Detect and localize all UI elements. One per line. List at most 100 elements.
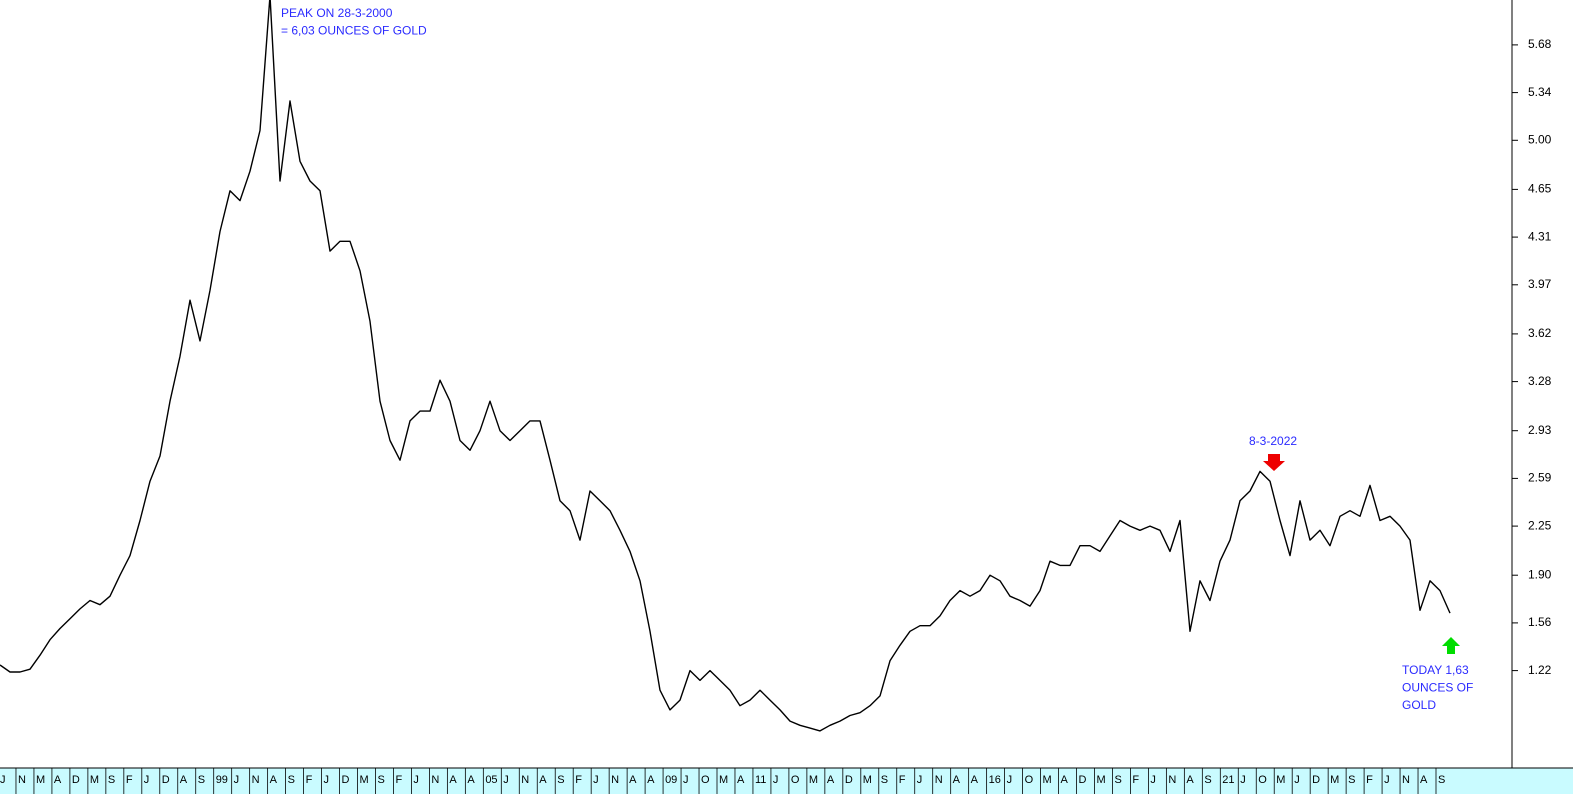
x-tick-label: A (1061, 774, 1069, 786)
annotation: GOLD (1402, 698, 1436, 712)
y-tick-label: 2.25 (1528, 518, 1552, 532)
x-tick-label: N (252, 774, 260, 786)
x-tick-label: J (1007, 774, 1013, 786)
y-tick-label: 5.34 (1528, 85, 1552, 99)
y-tick-label: 5.00 (1528, 132, 1552, 146)
x-tick-label: A (449, 774, 457, 786)
y-tick-label: 2.93 (1528, 423, 1552, 437)
x-tick-label: S (108, 774, 115, 786)
y-tick-label: 1.22 (1528, 663, 1552, 677)
x-tick-label: 16 (989, 774, 1001, 786)
x-tick-label: D (845, 774, 853, 786)
x-tick-label: M (1043, 774, 1052, 786)
x-tick-label: A (180, 774, 188, 786)
x-axis-strip (0, 768, 1573, 794)
x-tick-label: J (234, 774, 240, 786)
x-tick-label: N (1402, 774, 1410, 786)
y-tick-label: 2.59 (1528, 471, 1552, 485)
x-tick-label: F (306, 774, 313, 786)
annotation: OUNCES OF (1402, 681, 1473, 695)
x-tick-label: S (557, 774, 564, 786)
y-tick-label: 3.28 (1528, 374, 1552, 388)
x-tick-label: F (1132, 774, 1139, 786)
x-tick-label: S (1348, 774, 1355, 786)
x-tick-label: 11 (755, 774, 766, 786)
x-tick-label: A (827, 774, 835, 786)
x-tick-label: J (683, 774, 689, 786)
y-tick-label: 3.62 (1528, 326, 1552, 340)
x-tick-label: M (1096, 774, 1105, 786)
y-tick-label: 3.97 (1528, 277, 1552, 291)
x-tick-label: A (467, 774, 475, 786)
x-tick-label: N (431, 774, 439, 786)
x-tick-label: J (593, 774, 599, 786)
x-tick-label: M (1276, 774, 1285, 786)
x-tick-label: S (1114, 774, 1121, 786)
y-tick-label: 1.56 (1528, 615, 1552, 629)
x-tick-label: S (1204, 774, 1211, 786)
y-tick-label: 1.90 (1528, 567, 1552, 581)
x-tick-label: M (863, 774, 872, 786)
x-tick-label: M (36, 774, 45, 786)
x-tick-label: M (1330, 774, 1339, 786)
x-tick-label: A (629, 774, 637, 786)
x-tick-label: M (809, 774, 818, 786)
annotation: PEAK ON 28-3-2000 (281, 6, 393, 20)
x-tick-label: S (288, 774, 295, 786)
x-tick-label: J (917, 774, 923, 786)
x-tick-label: O (1025, 774, 1034, 786)
x-tick-label: J (503, 774, 509, 786)
x-tick-label: 09 (665, 774, 677, 786)
x-tick-label: F (575, 774, 582, 786)
x-tick-label: A (737, 774, 745, 786)
x-tick-label: S (198, 774, 205, 786)
y-tick-label: 4.65 (1528, 182, 1552, 196)
x-tick-label: J (773, 774, 779, 786)
x-tick-label: A (971, 774, 979, 786)
x-tick-label: A (647, 774, 655, 786)
price-line (0, 0, 1451, 732)
x-tick-label: D (1079, 774, 1087, 786)
annotation: TODAY 1,63 (1402, 663, 1469, 677)
x-tick-label: J (0, 774, 6, 786)
x-tick-label: F (1366, 774, 1373, 786)
x-tick-label: S (1438, 774, 1445, 786)
x-tick-label: S (377, 774, 384, 786)
x-tick-label: A (539, 774, 547, 786)
x-tick-label: A (1186, 774, 1194, 786)
x-tick-label: N (18, 774, 26, 786)
x-tick-label: D (1312, 774, 1320, 786)
x-tick-label: 05 (485, 774, 497, 786)
x-tick-label: J (1384, 774, 1390, 786)
x-tick-label: A (1420, 774, 1428, 786)
x-tick-label: 21 (1222, 774, 1234, 786)
down-arrow (1263, 454, 1285, 471)
x-tick-label: J (1294, 774, 1300, 786)
x-tick-label: 99 (216, 774, 228, 786)
x-tick-label: J (144, 774, 150, 786)
annotation: = 6,03 OUNCES OF GOLD (281, 24, 427, 38)
y-tick-label: 4.31 (1528, 229, 1552, 243)
x-tick-label: F (899, 774, 906, 786)
x-tick-label: F (395, 774, 402, 786)
x-tick-label: D (72, 774, 80, 786)
x-tick-label: N (1168, 774, 1176, 786)
x-tick-label: A (270, 774, 278, 786)
x-tick-label: F (126, 774, 133, 786)
x-tick-label: D (342, 774, 350, 786)
x-tick-label: M (719, 774, 728, 786)
x-tick-label: J (1150, 774, 1156, 786)
x-tick-label: N (521, 774, 529, 786)
x-tick-label: S (881, 774, 888, 786)
x-tick-label: J (324, 774, 330, 786)
x-tick-label: O (1258, 774, 1267, 786)
x-tick-label: A (54, 774, 62, 786)
annotation: 8-3-2022 (1249, 434, 1297, 448)
x-tick-label: M (90, 774, 99, 786)
x-tick-label: J (1240, 774, 1246, 786)
x-tick-label: O (791, 774, 800, 786)
x-tick-label: A (953, 774, 961, 786)
